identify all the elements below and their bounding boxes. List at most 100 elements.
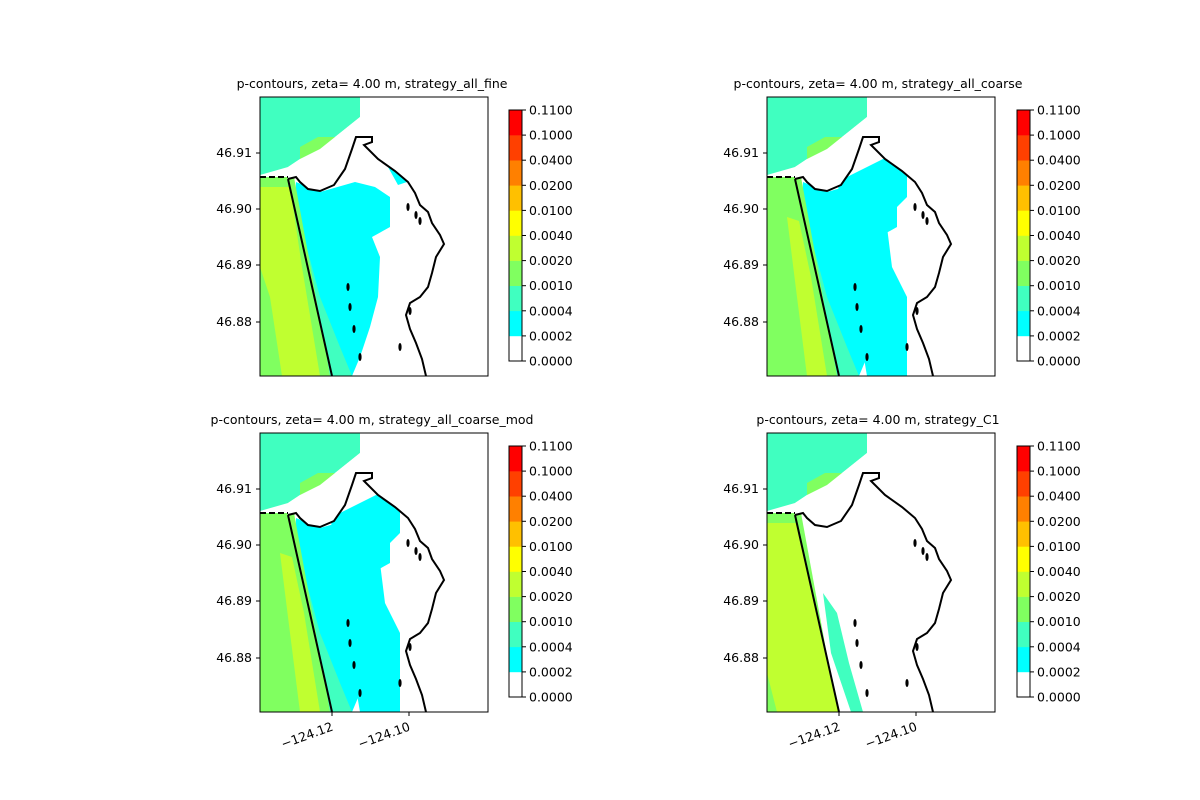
colorbar-band [1017, 135, 1030, 161]
colorbar-tick-label: 0.1100 [1037, 103, 1081, 118]
colorbar-band [509, 210, 522, 236]
colorbar-tick-label: 0.0200 [529, 514, 573, 529]
yellow-green-region [767, 523, 839, 712]
colorbar-tick-label: 0.0400 [1037, 489, 1081, 504]
panel-title: p-contours, zeta= 4.00 m, strategy_C1 [756, 412, 999, 427]
colorbar-band [509, 571, 522, 597]
colorbar-tick-label: 0.1000 [1037, 464, 1081, 479]
colorbar-tick-label: 0.0010 [1037, 614, 1081, 629]
colorbar-tick-label: 0.0040 [529, 228, 573, 243]
colorbar-tick-label: 0.0000 [1037, 690, 1081, 705]
colorbar-band [1017, 185, 1030, 211]
colorbar-band [1017, 496, 1030, 522]
island-mark [853, 283, 857, 291]
y-axis-ticks: 46.91 46.90 46.89 46.88 [723, 145, 759, 329]
land-mask [795, 433, 995, 712]
island-mark [398, 343, 402, 351]
y-tick-label: 46.89 [216, 593, 252, 608]
colorbar-tick-label: 0.0040 [1037, 564, 1081, 579]
colorbar-tick-label: 0.0002 [529, 664, 573, 679]
island-mark [348, 639, 352, 647]
jetty-line [794, 178, 840, 377]
colorbar-band [509, 185, 522, 211]
colorbar-band [509, 496, 522, 522]
island-mark [853, 619, 857, 627]
colorbar-band [509, 646, 522, 673]
colorbar-band [1017, 646, 1030, 673]
island-mark [913, 539, 917, 547]
colorbar-tick-label: 0.0000 [529, 354, 573, 369]
island-mark [406, 539, 410, 547]
island-mark [414, 211, 418, 219]
colorbar-band [509, 235, 522, 261]
island-mark [352, 325, 356, 333]
coastline [287, 136, 446, 377]
colorbar-tick-label: 0.0020 [529, 253, 573, 268]
yellow-green-region [280, 553, 320, 712]
colorbar-tick-label: 0.0004 [529, 303, 573, 318]
colorbar-tick-label: 0.0004 [1037, 639, 1081, 654]
colorbar-tick-label: 0.1100 [529, 439, 573, 454]
island-mark [414, 547, 418, 555]
colorbar-band [509, 596, 522, 622]
panel-title: p-contours, zeta= 4.00 m, strategy_all_c… [734, 76, 1023, 91]
x-axis-ticks: −124.12 −124.10 [279, 719, 412, 752]
colorbar-tick-label: 0.0002 [529, 328, 573, 343]
coastline [287, 472, 446, 713]
cyan-region [837, 157, 907, 376]
yellow-green-region [787, 217, 827, 376]
y-tick-label: 46.91 [216, 145, 252, 160]
x-tick-label: −124.10 [863, 719, 919, 752]
colorbar-tick-label: 0.0200 [529, 178, 573, 193]
colorbar-band [1017, 596, 1030, 622]
panel-title: p-contours, zeta= 4.00 m, strategy_all_c… [211, 412, 534, 427]
map-panel-coarse: p-contours, zeta= 4.00 m, strategy_all_c… [723, 76, 1081, 377]
colorbar-band [509, 621, 522, 648]
aquamarine-region [260, 433, 360, 511]
colorbar-band [1017, 110, 1030, 136]
island-mark [921, 211, 925, 219]
colorbar: 0.0000 0.0002 0.0004 0.0010 0.0020 0.0040 0.01… [508, 439, 573, 705]
colorbar-tick-label: 0.0100 [529, 203, 573, 218]
island-mark [418, 217, 422, 225]
colorbar-tick-label: 0.0100 [1037, 539, 1081, 554]
colorbar-tick-label: 0.0000 [529, 690, 573, 705]
colorbar-tick-label: 0.0010 [1037, 278, 1081, 293]
island-mark [855, 639, 859, 647]
island-mark [921, 547, 925, 555]
jetty-line [287, 514, 333, 713]
land-mask [288, 433, 488, 712]
aquamarine-region [260, 97, 360, 175]
map-area [763, 432, 996, 716]
yellow-green-region [260, 187, 320, 376]
colorbar-tick-label: 0.0200 [1037, 514, 1081, 529]
colorbar-tick-label: 0.0002 [1037, 328, 1081, 343]
map-panel-fine: p-contours, zeta= 4.00 m, strategy_all_f… [216, 76, 573, 377]
colorbar-band [1017, 546, 1030, 572]
island-mark [859, 661, 863, 669]
island-mark [358, 353, 362, 361]
aquamarine-region [767, 97, 867, 175]
colorbar-band [509, 110, 522, 136]
y-tick-label: 46.88 [216, 650, 252, 665]
colorbar-tick-label: 0.0004 [529, 639, 573, 654]
colorbar-band [1017, 521, 1030, 547]
colorbar-band [509, 671, 522, 698]
colorbar-band [1017, 671, 1030, 698]
island-mark [855, 303, 859, 311]
island-mark [406, 203, 410, 211]
island-mark [358, 689, 362, 697]
colorbar-tick-label: 0.0040 [1037, 228, 1081, 243]
land-mask [795, 97, 995, 376]
colorbar: 0.0000 0.0002 0.0004 0.0010 0.0020 0.0040 0.01… [1016, 439, 1081, 705]
colorbar-tick-label: 0.1000 [1037, 128, 1081, 143]
colorbar-tick-label: 0.1100 [1037, 439, 1081, 454]
island-mark [408, 307, 412, 315]
colorbar-tick-label: 0.0020 [1037, 253, 1081, 268]
axes-frame [259, 432, 489, 713]
island-mark [859, 325, 863, 333]
island-mark [346, 619, 350, 627]
colorbar-band [509, 471, 522, 497]
x-tick-label: −124.12 [279, 719, 335, 752]
